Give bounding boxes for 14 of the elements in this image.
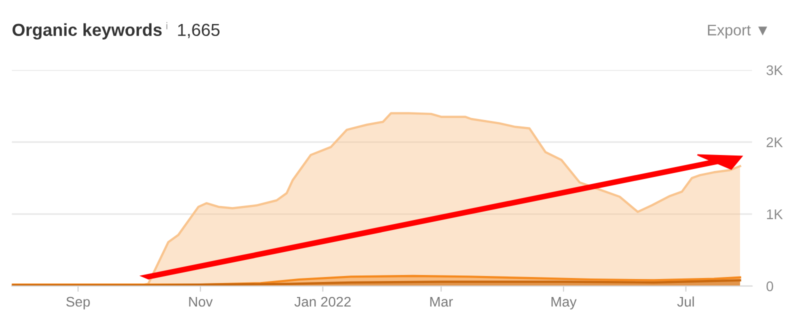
- x-tick-label: Jul: [677, 296, 694, 307]
- x-tick-label: Sep: [66, 296, 90, 310]
- x-tick-label: Mar: [430, 296, 453, 307]
- x-tick-label: Nov: [189, 296, 213, 307]
- y-tick-label: 1K: [767, 210, 783, 220]
- chart-subtitle: 1,665: [178, 24, 220, 38]
- text: i: [166, 22, 168, 30]
- x-tick-label: Jan 2022: [294, 296, 351, 307]
- y-tick-label: 0: [766, 281, 774, 292]
- y-tick-label: 2K: [766, 137, 783, 148]
- x-tick-label: May: [552, 296, 577, 310]
- text: Export ▼: [708, 24, 768, 39]
- y-tick-label: 3K: [766, 65, 783, 76]
- chart-title: Organic keywords: [12, 23, 162, 40]
